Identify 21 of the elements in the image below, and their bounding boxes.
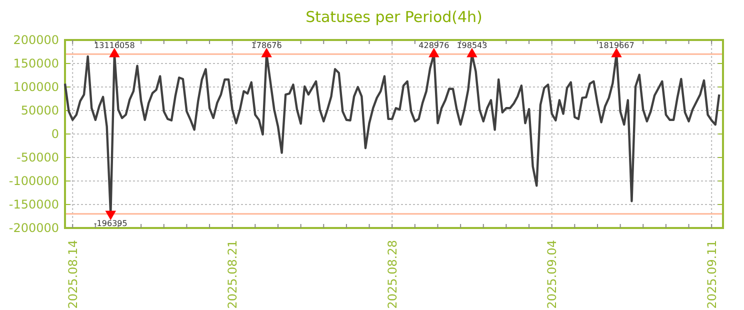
x-tick-label: 2025.08.28	[385, 240, 400, 309]
annotation: -196395	[94, 218, 128, 228]
y-tick-label: -50000	[16, 150, 59, 164]
x-tick-label: 2025.09.11	[704, 240, 719, 309]
annotation: 1819667	[598, 41, 634, 50]
x-tick-label: 2025.08.14	[66, 240, 80, 309]
y-tick-label: -100000	[8, 174, 59, 188]
annotation: 428976	[418, 41, 450, 50]
annotation: 13116058	[94, 41, 135, 50]
x-tick-label: 2025.09.04	[545, 240, 560, 309]
x-tick-label: 2025.08.21	[226, 240, 240, 309]
annotation: 198543	[456, 41, 488, 50]
y-tick-label: 150000	[13, 56, 59, 70]
y-tick-label: 0	[51, 126, 59, 141]
y-tick-label: 200000	[13, 32, 59, 47]
annotation: 178676	[251, 41, 282, 50]
y-tick-label: 100000	[13, 80, 59, 94]
y-tick-label: 50000	[20, 103, 59, 118]
y-tick-label: -200000	[8, 220, 59, 235]
chart-title: Statuses per Period(4h)	[306, 8, 482, 26]
y-tick-label: -150000	[8, 197, 59, 212]
